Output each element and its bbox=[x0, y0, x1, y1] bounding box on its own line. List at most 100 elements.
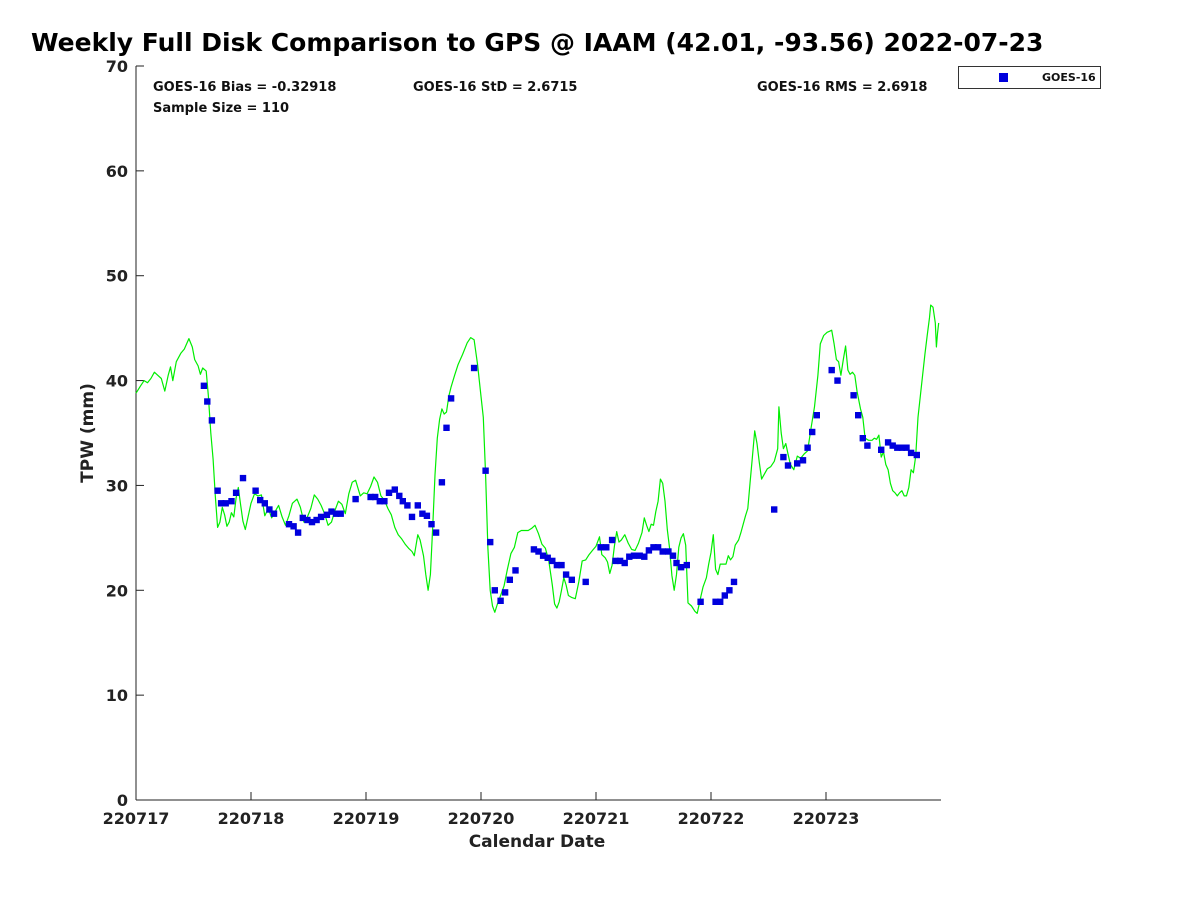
goes16-point bbox=[506, 576, 513, 583]
goes16-point bbox=[697, 598, 704, 605]
y-tick-label: 50 bbox=[106, 267, 128, 286]
y-tick-label: 70 bbox=[106, 57, 128, 76]
goes16-point bbox=[447, 395, 455, 402]
x-tick-label: 220717 bbox=[103, 809, 170, 828]
x-tick-label: 220719 bbox=[333, 809, 400, 828]
goes16-point bbox=[913, 451, 920, 459]
goes16-point bbox=[677, 564, 685, 571]
goes16-point bbox=[834, 377, 841, 384]
goes16-point bbox=[898, 444, 906, 451]
goes16-point bbox=[535, 548, 542, 555]
goes16-point bbox=[270, 510, 278, 517]
goes16-point bbox=[391, 486, 398, 493]
x-tick-label: 220723 bbox=[793, 809, 860, 828]
std-stat: GOES-16 StD = 2.6715 bbox=[413, 80, 578, 95]
goes16-point bbox=[804, 444, 811, 451]
legend: GOES-16 bbox=[958, 66, 1101, 89]
goes16-point bbox=[673, 559, 680, 567]
goes16-point bbox=[539, 552, 547, 559]
goes16-point bbox=[432, 529, 440, 536]
goes16-point bbox=[352, 495, 359, 503]
goes16-point bbox=[683, 561, 690, 569]
goes16-point bbox=[730, 578, 738, 586]
goes16-point bbox=[396, 492, 403, 500]
goes16-point bbox=[630, 552, 638, 559]
y-tick-label: 20 bbox=[106, 581, 128, 600]
goes16-point bbox=[530, 546, 538, 553]
sample-size-stat: Sample Size = 110 bbox=[153, 101, 290, 116]
goes16-point bbox=[399, 498, 406, 505]
gps-line-series bbox=[135, 304, 940, 615]
goes16-point bbox=[717, 598, 724, 605]
goes16-point bbox=[654, 544, 662, 551]
goes16-point bbox=[544, 554, 551, 561]
goes16-point bbox=[813, 412, 820, 419]
goes16-point bbox=[217, 500, 225, 507]
goes16-point bbox=[404, 502, 411, 509]
goes16-point bbox=[669, 552, 677, 559]
x-axis-label: Calendar Date bbox=[469, 832, 606, 852]
goes16-point bbox=[626, 553, 633, 560]
goes16-point bbox=[907, 449, 915, 457]
goes16-point bbox=[894, 444, 901, 451]
goes16-point bbox=[222, 500, 229, 507]
goes16-point bbox=[252, 487, 259, 494]
goes16-point bbox=[889, 442, 896, 449]
goes16-point bbox=[323, 511, 331, 518]
goes16-point bbox=[497, 597, 504, 604]
goes16-point bbox=[228, 498, 235, 505]
goes16-point bbox=[780, 453, 787, 461]
goes16-point bbox=[487, 538, 494, 546]
goes16-point bbox=[568, 576, 575, 583]
goes16-point bbox=[376, 498, 383, 505]
goes16-point bbox=[645, 547, 653, 554]
legend-marker-goes16 bbox=[999, 73, 1008, 82]
goes16-point bbox=[261, 500, 268, 507]
goes16-point bbox=[266, 506, 273, 513]
goes16-point bbox=[408, 513, 416, 521]
goes16-point bbox=[859, 435, 866, 442]
rms-stat: GOES-16 RMS = 2.6918 bbox=[757, 80, 928, 95]
goes16-point bbox=[372, 493, 379, 501]
goes16-point bbox=[491, 587, 498, 594]
goes16-point bbox=[809, 428, 816, 436]
y-tick-label: 0 bbox=[117, 791, 128, 810]
goes16-point bbox=[239, 474, 247, 482]
goes16-point bbox=[443, 424, 450, 431]
y-tick-label: 60 bbox=[106, 162, 128, 181]
goes16-point bbox=[616, 557, 624, 565]
goes16-point bbox=[582, 578, 589, 586]
goes16-point bbox=[304, 516, 311, 524]
legend-label-goes16: GOES-16 bbox=[1042, 71, 1096, 84]
goes16-point bbox=[313, 516, 320, 524]
goes16-point bbox=[257, 496, 264, 504]
goes16-point bbox=[903, 444, 910, 451]
goes16-point bbox=[771, 506, 778, 513]
goes16-point bbox=[603, 544, 610, 551]
goes16-point bbox=[385, 489, 393, 496]
chart-title: Weekly Full Disk Comparison to GPS @ IAA… bbox=[31, 28, 1044, 57]
goes16-point bbox=[884, 439, 892, 446]
goes16-point bbox=[423, 512, 431, 519]
x-tick-label: 220721 bbox=[563, 809, 630, 828]
goes16-point bbox=[419, 510, 426, 517]
goes16-point bbox=[597, 544, 604, 551]
goes16-point bbox=[332, 510, 340, 517]
goes16-point bbox=[650, 544, 657, 551]
goes16-point bbox=[470, 364, 478, 372]
x-tick-label: 220722 bbox=[678, 809, 745, 828]
goes16-point bbox=[641, 553, 648, 560]
goes16-point bbox=[659, 548, 666, 555]
goes16-point bbox=[328, 508, 335, 515]
y-axis-label: TPW (mm) bbox=[78, 383, 98, 483]
y-tick-label: 10 bbox=[106, 686, 128, 705]
goes16-point bbox=[204, 398, 211, 405]
goes16-point bbox=[636, 552, 643, 559]
goes16-point bbox=[290, 523, 297, 530]
y-tick-label: 40 bbox=[106, 372, 128, 391]
goes16-point bbox=[285, 521, 293, 528]
goes16-point bbox=[308, 518, 316, 526]
goes16-point bbox=[438, 479, 446, 486]
goes16-point bbox=[665, 548, 672, 555]
